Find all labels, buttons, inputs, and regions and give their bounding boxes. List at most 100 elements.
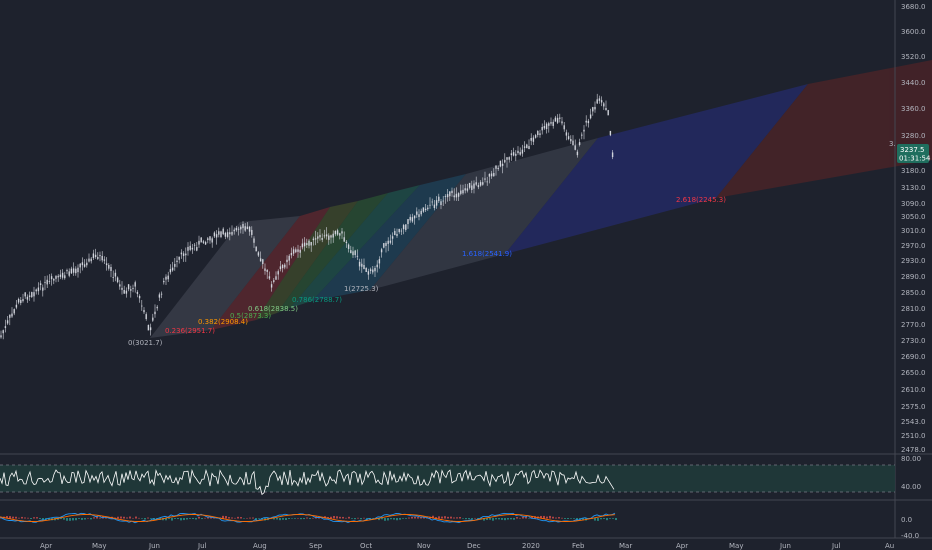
macd-bar — [471, 518, 473, 520]
macd-bar — [417, 517, 419, 519]
candle-body — [420, 210, 422, 215]
candle-body — [33, 292, 35, 297]
macd-bar — [477, 518, 479, 519]
macd-bar — [75, 518, 77, 521]
macd-bar — [81, 518, 83, 520]
macd-bar — [222, 515, 224, 519]
candle-body — [103, 259, 106, 261]
candle-body — [262, 259, 264, 265]
macd-pane[interactable] — [0, 512, 617, 524]
candle-body — [464, 188, 466, 191]
price-axis[interactable]: 3680.0 3600.0 3520.0 3440.0 3360.0 3280.0 3180… — [901, 3, 926, 454]
candle-body — [270, 284, 273, 288]
macd-bar — [174, 518, 176, 519]
candle-body — [231, 231, 233, 235]
macd-bar — [489, 518, 491, 520]
fib-band-0-0236 — [150, 216, 300, 338]
candle-body — [451, 190, 453, 194]
macd-bar — [447, 516, 449, 519]
candle-body — [182, 253, 185, 256]
macd-bar — [552, 516, 554, 519]
macd-bar — [294, 518, 296, 519]
candle-body — [61, 272, 64, 278]
macd-bar — [558, 517, 560, 519]
candle-body — [226, 232, 229, 237]
candle-body — [28, 295, 31, 297]
candle-body — [460, 190, 462, 194]
candle-body — [59, 274, 62, 277]
macd-bar — [408, 517, 410, 519]
time-axis-label: May — [729, 542, 743, 550]
candle-body — [323, 235, 326, 237]
macd-bar — [354, 518, 356, 520]
candle-body — [380, 249, 383, 253]
candle-body — [299, 249, 301, 253]
candle-body — [592, 107, 594, 112]
candle-body — [523, 146, 526, 148]
candle-body — [145, 314, 147, 320]
macd-bar — [168, 518, 170, 519]
macd-bar — [141, 518, 143, 519]
fib-label-0: 0(3021.7) — [128, 339, 163, 347]
macd-bar — [516, 517, 518, 519]
price-axis-label: 3600.0 — [901, 28, 926, 36]
macd-bar — [513, 518, 515, 520]
candle-body — [444, 196, 447, 197]
rsi-pane[interactable] — [0, 464, 895, 496]
candle-body — [169, 269, 172, 273]
time-axis[interactable]: Apr May Jun Jul Aug Sep Oct Nov Dec 2020 Feb Mar Apr… — [40, 542, 894, 550]
candle-body — [130, 289, 132, 291]
macd-bar — [48, 518, 50, 521]
macd-bar — [360, 518, 362, 520]
candle-body — [356, 255, 359, 257]
fib-band-1618-2618 — [505, 84, 808, 254]
candle-body — [37, 287, 40, 292]
candle-body — [589, 114, 592, 119]
fib-label-1618: 1.618(2541.9) — [462, 250, 512, 258]
candle-body — [365, 267, 367, 272]
candle-body — [11, 313, 13, 317]
time-axis-label: Jun — [779, 542, 791, 550]
macd-bar — [207, 516, 209, 519]
candle-body — [281, 264, 284, 269]
time-axis-label: Jul — [831, 542, 841, 550]
candle-body — [398, 228, 400, 233]
candle-body — [528, 146, 530, 150]
candle-body — [70, 268, 73, 274]
candle-body — [2, 330, 4, 334]
macd-bar — [414, 516, 416, 519]
candle-body — [158, 294, 161, 298]
candle-body — [123, 289, 125, 294]
macd-bar — [495, 518, 497, 520]
macd-bar — [423, 516, 425, 519]
candle-body — [361, 263, 363, 267]
candle-body — [198, 240, 200, 245]
macd-bar — [33, 517, 35, 519]
macd-bar — [597, 518, 599, 521]
candle-body — [48, 280, 51, 282]
macd-bar — [603, 518, 605, 519]
candle-body — [369, 269, 372, 271]
price-axis-label: 2970.0 — [901, 242, 926, 250]
fib-band-0618-0786 — [290, 185, 420, 308]
macd-bar — [468, 518, 470, 520]
macd-bar — [390, 518, 392, 520]
current-price-value: 3237.5 — [900, 146, 925, 154]
candle-body — [229, 232, 231, 235]
candle-body — [279, 266, 282, 270]
candle-body — [517, 150, 519, 154]
candle-body — [286, 259, 288, 263]
candle-body — [284, 264, 286, 268]
candle-body — [548, 123, 550, 126]
candle-body — [418, 214, 420, 217]
macd-bar — [120, 516, 122, 519]
fib-label-0618: 0.618(2838.5) — [248, 305, 298, 313]
candle-body — [358, 261, 361, 267]
candle-body — [530, 137, 532, 141]
candle-body — [462, 189, 464, 194]
macd-bar — [327, 517, 329, 519]
macd-bar — [474, 517, 476, 519]
candle-body — [479, 182, 482, 186]
macd-bar — [228, 517, 230, 519]
